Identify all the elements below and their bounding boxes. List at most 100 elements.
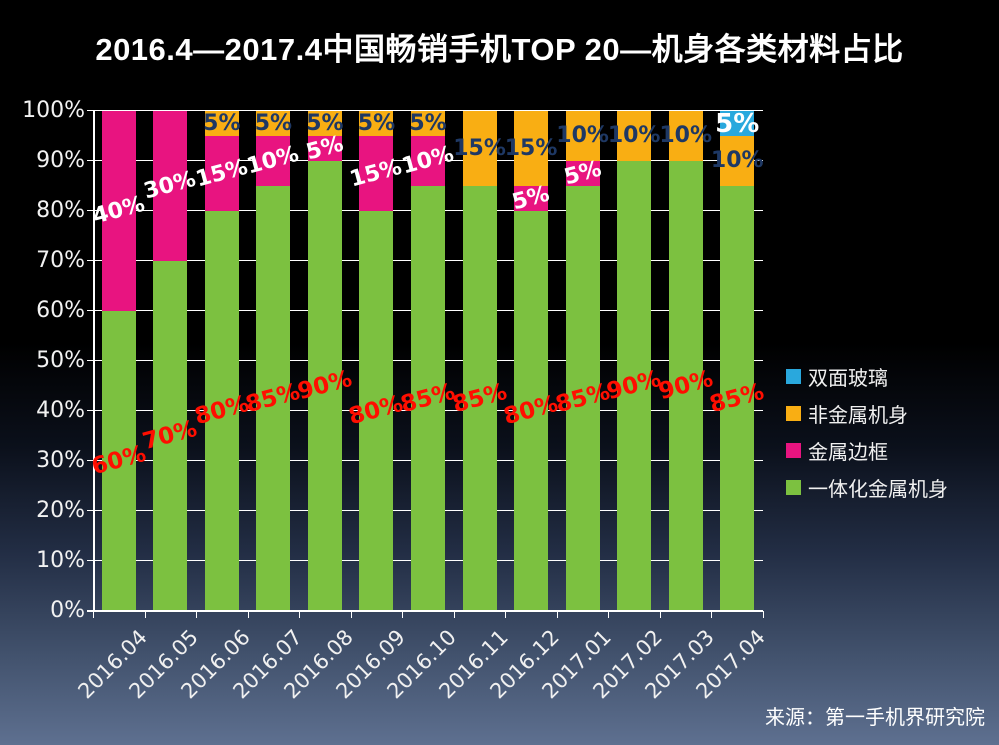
gridline	[93, 110, 763, 111]
bar-segment-label: 10%	[244, 141, 302, 180]
bar-segment-label: 90%	[294, 365, 355, 406]
legend-item: 双面玻璃	[786, 364, 948, 390]
x-axis-tick	[711, 611, 713, 618]
x-axis-tick	[350, 611, 352, 618]
x-axis-tick	[144, 611, 146, 618]
legend-item: 非金属机身	[786, 401, 948, 427]
bar-segment	[462, 186, 497, 611]
bar-segment-label: 10%	[399, 141, 457, 180]
bar-segment	[204, 111, 239, 136]
x-axis-tick	[93, 611, 94, 618]
bar-segment	[101, 311, 136, 611]
bar-segment-label: 85%	[707, 378, 768, 418]
bar-segment-label: 5%	[409, 110, 447, 136]
legend-swatch	[786, 405, 801, 421]
x-axis-tick	[659, 611, 661, 618]
chart-title: 2016.4—2017.4中国畅销手机TOP 20—机身各类材料占比	[95, 32, 904, 67]
bar-segment	[514, 111, 549, 186]
legend-label: 双面玻璃	[808, 365, 888, 390]
bar-segment	[720, 136, 755, 186]
bar-segment-label: 85%	[552, 378, 613, 418]
bar-segment-label: 15%	[193, 154, 251, 192]
bar-segment-label: 10%	[659, 123, 713, 148]
bar-segment	[565, 161, 600, 186]
bar-segment	[256, 136, 291, 186]
legend-swatch	[786, 442, 801, 458]
x-axis-tick	[453, 611, 455, 618]
bar-segment	[256, 111, 291, 136]
bar-segment	[565, 186, 600, 611]
bar-segment	[668, 161, 703, 611]
legend: 双面玻璃 非金属机身 金属边框 一体化金属机身	[786, 364, 948, 512]
bar-segment-label: 15%	[347, 154, 406, 192]
source-note: 来源：第一手机界研究院	[765, 705, 985, 729]
bar-segment-label: 40%	[89, 191, 148, 230]
bar-segment-label: 90%	[655, 365, 716, 406]
y-axis-tick	[87, 110, 93, 111]
y-axis-tick	[87, 310, 93, 311]
y-axis-label: 30%	[36, 448, 85, 473]
y-axis-tick	[87, 210, 93, 211]
x-axis-tick	[608, 611, 610, 618]
y-axis-tick	[87, 510, 93, 511]
x-axis-tick	[763, 611, 765, 618]
y-axis-tick	[87, 360, 93, 361]
y-axis-label: 60%	[36, 298, 85, 323]
bar-segment-label: 85%	[243, 378, 304, 418]
bar-segment-label: 30%	[141, 166, 199, 205]
bar-segment-label: 10%	[607, 123, 661, 148]
bar-segment-label: 15%	[453, 135, 506, 161]
bar-segment	[617, 111, 652, 161]
y-axis-tick	[87, 260, 93, 261]
y-axis-label: 40%	[36, 398, 85, 423]
bar-segment-label: 5%	[715, 108, 760, 139]
bar-segment-label: 5%	[203, 110, 241, 136]
y-axis-label: 50%	[36, 348, 85, 373]
y-axis-line	[93, 111, 95, 611]
bar-segment	[307, 161, 342, 611]
y-axis-labels: 0% 10% 20% 30% 40% 50% 60% 70% 80% 90% 100%	[0, 98, 85, 623]
y-axis-tick	[87, 160, 93, 161]
bar-segment	[204, 136, 239, 211]
x-axis-tick	[247, 611, 249, 618]
x-axis-tick	[196, 611, 198, 618]
bar-segment	[359, 211, 394, 611]
y-axis-label: 20%	[36, 498, 85, 523]
bar-segment-label: 10%	[710, 148, 764, 173]
bar-segment-label: 15%	[504, 135, 558, 161]
bar-segment-label: 80%	[346, 390, 407, 431]
bar-segment	[411, 186, 445, 611]
bar-segment-label: 70%	[140, 415, 201, 456]
y-axis-tick	[87, 410, 93, 411]
x-axis-tick	[556, 611, 558, 618]
bar-segment	[307, 136, 342, 161]
bar-segment-label: 5%	[254, 110, 293, 136]
bar-segment-label: 85%	[397, 378, 458, 418]
y-axis-label: 0%	[50, 598, 85, 623]
bar-segment-label: 5%	[306, 110, 344, 136]
bar-segment	[101, 111, 136, 311]
bar-segment	[153, 111, 188, 261]
plot-area: 60% 40% 2016.04 70% 30% 2016.05 80% 15% 5% 2016.0…	[73, 108, 770, 703]
bar-segment	[359, 111, 394, 136]
y-axis-label: 70%	[36, 248, 85, 273]
bar-segment	[514, 211, 549, 611]
bar-segment-label: 85%	[449, 378, 510, 418]
bar-segment-label: 10%	[556, 123, 609, 148]
bar-segment-label: 90%	[604, 365, 664, 406]
bar-segment	[153, 261, 188, 611]
bar-segment	[720, 186, 755, 611]
bar-segment	[565, 111, 600, 161]
y-axis-label: 100%	[22, 98, 85, 123]
bar-segment-label: 80%	[500, 390, 561, 431]
y-axis-tick	[87, 560, 93, 561]
bar-segment	[720, 111, 755, 136]
bar-segment	[256, 186, 291, 611]
bar-segment	[514, 186, 549, 211]
bar-segment	[411, 111, 445, 136]
bar-segment-label: 5%	[357, 110, 396, 136]
legend-swatch	[786, 479, 801, 495]
legend-label: 非金属机身	[808, 402, 908, 427]
legend-item: 一体化金属机身	[786, 475, 948, 501]
bar-segment	[204, 211, 239, 611]
